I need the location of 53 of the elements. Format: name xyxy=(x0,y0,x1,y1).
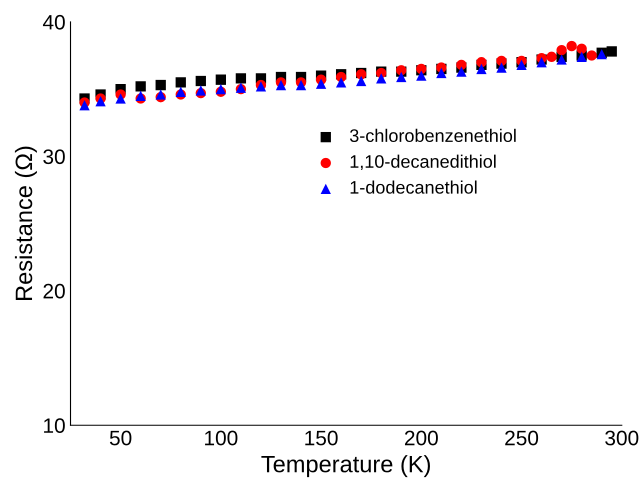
point xyxy=(476,57,487,68)
point xyxy=(79,100,90,110)
point xyxy=(216,74,226,85)
point xyxy=(136,90,146,101)
y-axis-title: Resistance (Ω) xyxy=(14,146,37,300)
point xyxy=(496,62,507,73)
legend-label: 3-chlorobenzenethiol xyxy=(350,128,516,142)
point xyxy=(516,60,527,70)
point xyxy=(156,89,166,100)
point xyxy=(576,44,587,54)
point xyxy=(396,72,406,82)
point xyxy=(536,57,547,68)
point xyxy=(456,60,467,70)
point xyxy=(176,77,186,88)
point xyxy=(115,93,126,104)
x-tick-label: 250 xyxy=(505,430,538,446)
point xyxy=(196,76,206,86)
point xyxy=(566,40,577,52)
point xyxy=(556,54,567,65)
point xyxy=(236,73,246,84)
point xyxy=(276,80,286,90)
point xyxy=(356,76,366,86)
point xyxy=(606,46,617,57)
point xyxy=(316,78,326,89)
point xyxy=(176,86,186,97)
point xyxy=(216,84,226,94)
point xyxy=(196,85,206,96)
point xyxy=(456,66,467,77)
x-tick-label: 150 xyxy=(305,430,338,446)
point xyxy=(376,73,386,84)
point xyxy=(546,52,557,62)
y-tick-label: 20 xyxy=(44,284,65,299)
point xyxy=(586,50,597,61)
x-tick-label: 100 xyxy=(205,430,238,446)
x-tick-label: 300 xyxy=(605,430,638,446)
point xyxy=(156,80,166,90)
point xyxy=(436,68,447,78)
legend-label: 1,10-decanedithiol xyxy=(350,154,496,170)
point xyxy=(416,70,426,81)
y-tick-label: 40 xyxy=(42,14,65,30)
point xyxy=(296,80,306,90)
x-tick-label: 200 xyxy=(404,430,438,446)
point xyxy=(556,44,567,56)
y-tick-label: 30 xyxy=(43,149,65,164)
point xyxy=(136,81,146,92)
point xyxy=(336,77,346,88)
y-tick-label: 10 xyxy=(44,418,65,434)
x-tick-label: 50 xyxy=(110,430,132,446)
point xyxy=(496,56,507,66)
point xyxy=(476,64,487,74)
legend-label: 1-dodecanethiol xyxy=(350,180,477,194)
x-axis-title: Temperature (K) xyxy=(261,455,430,478)
point xyxy=(95,96,106,106)
